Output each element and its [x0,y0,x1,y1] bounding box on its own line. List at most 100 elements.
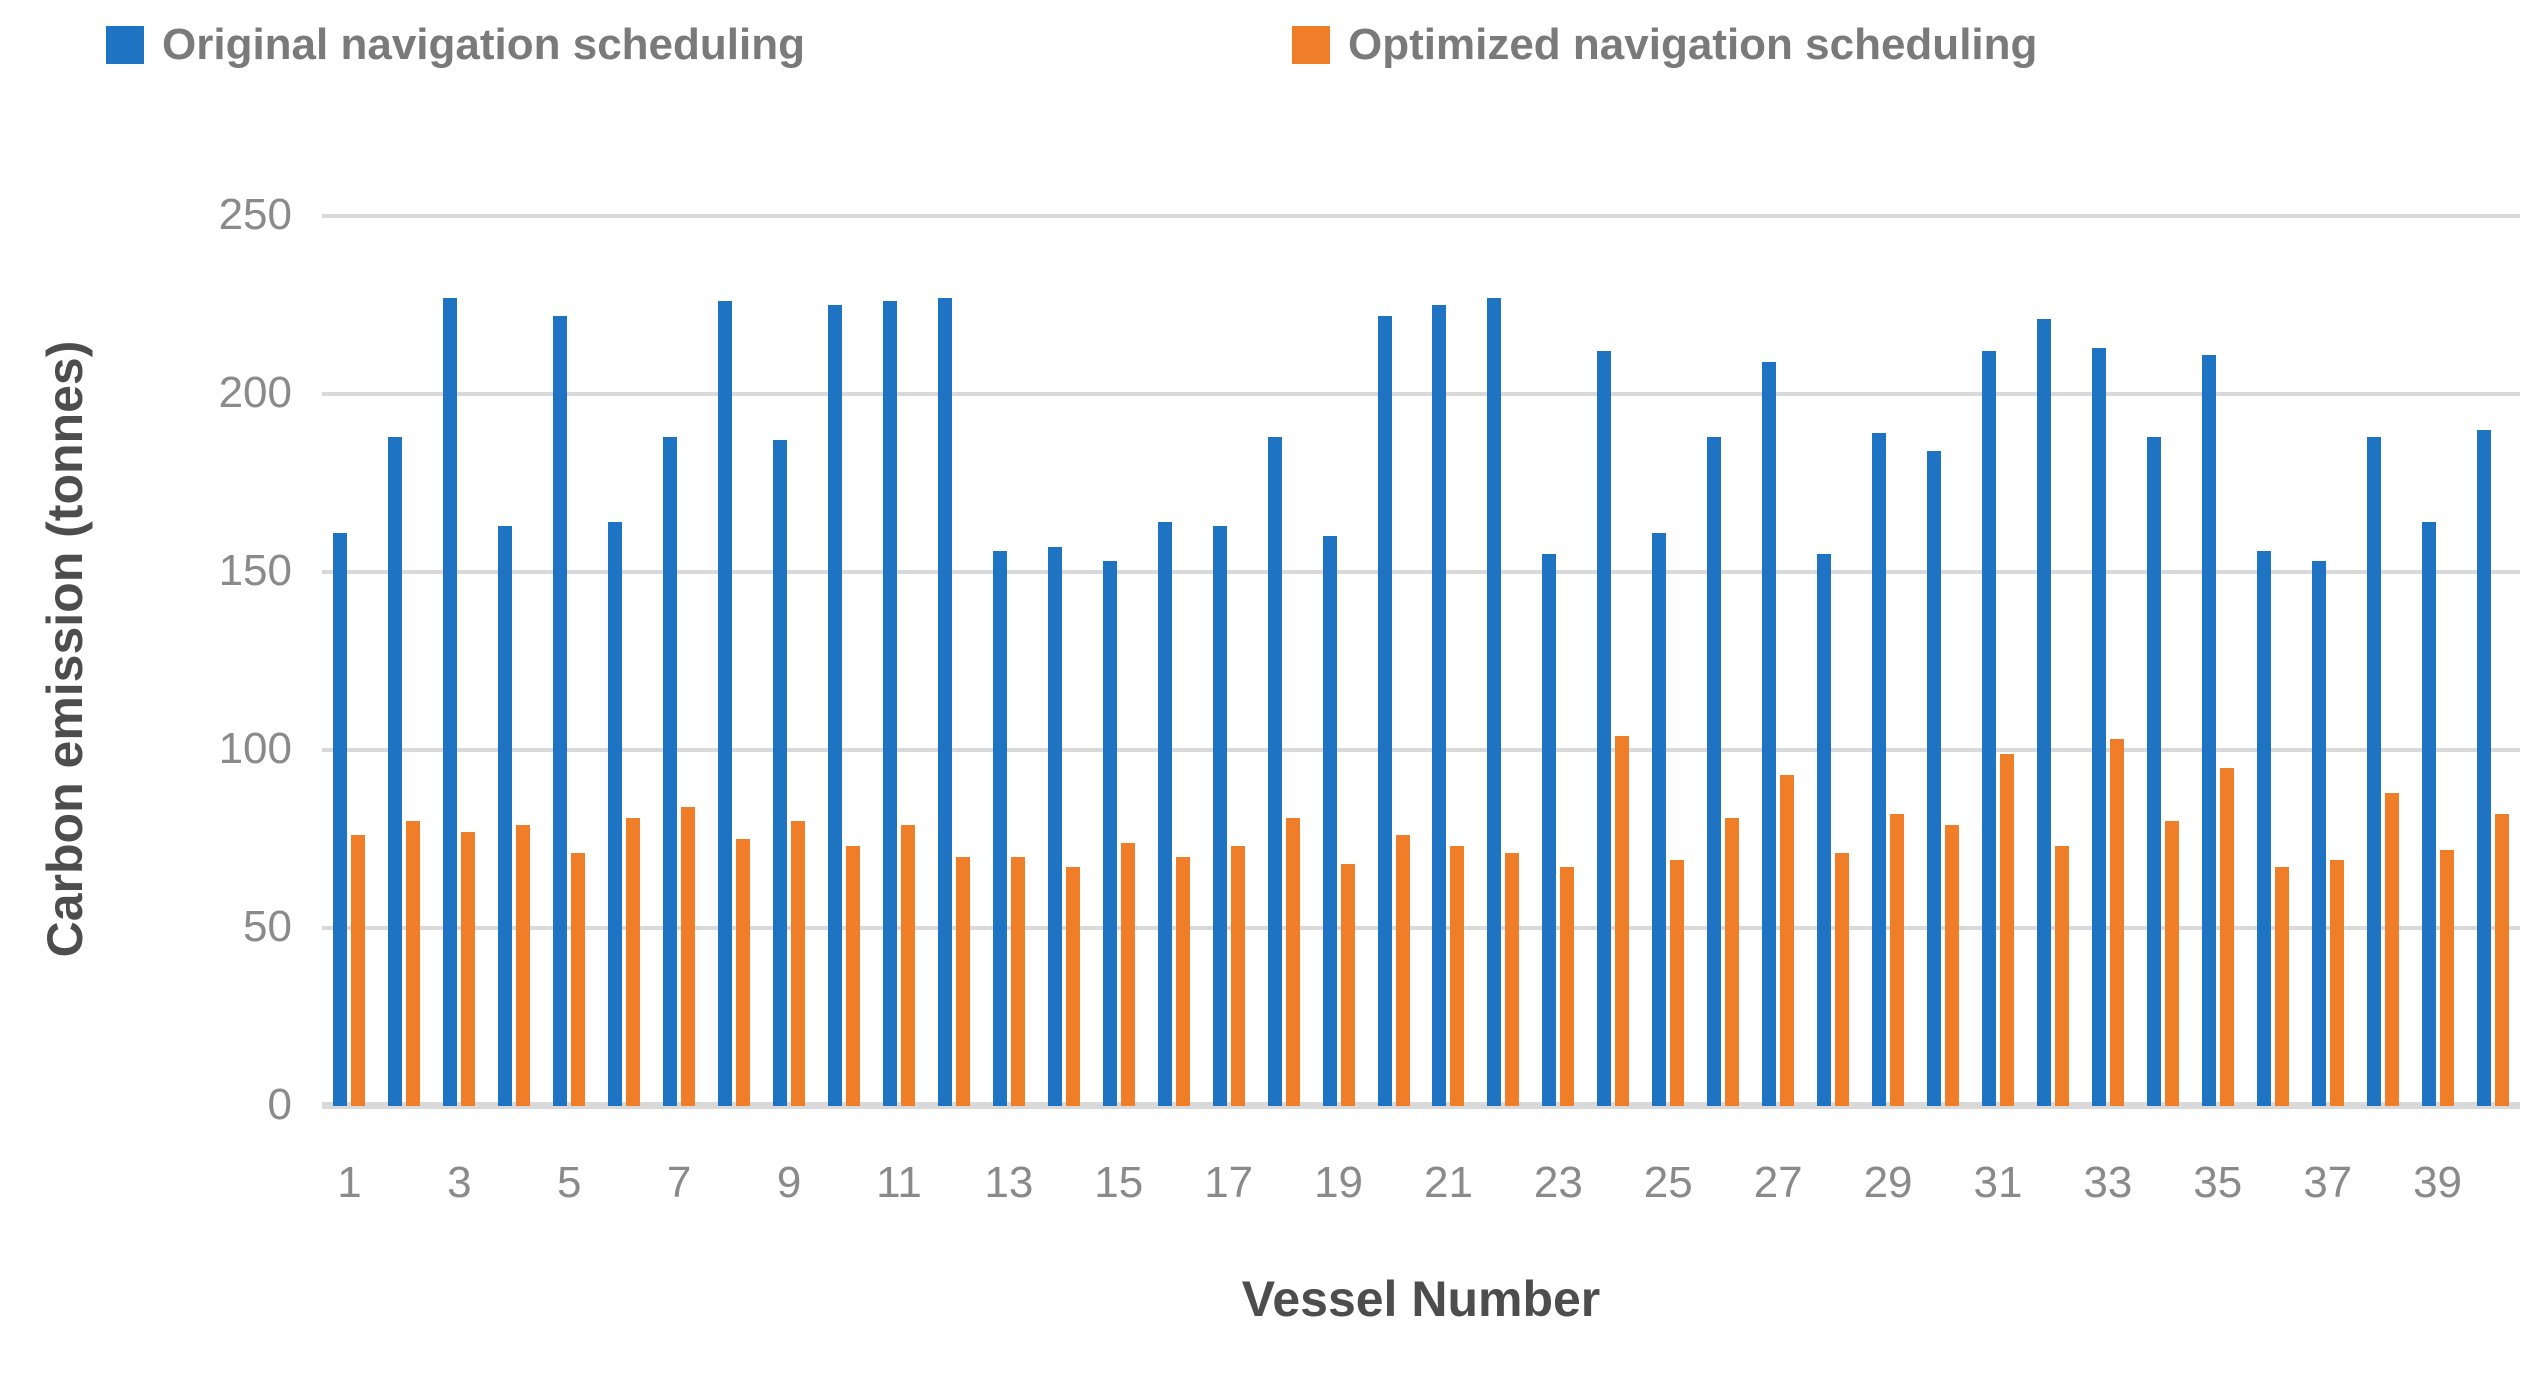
bar-original-vessel-3 [443,297,458,1106]
x-tick-label-5: 5 [557,1158,582,1207]
bar-original-vessel-14 [1047,547,1062,1106]
bar-original-vessel-12 [937,297,952,1106]
bar-original-vessel-15 [1102,561,1117,1106]
bar-optimized-vessel-22 [1505,853,1520,1106]
bar-original-vessel-11 [882,301,897,1106]
x-tick-label-25: 25 [1643,1158,1693,1207]
bar-original-vessel-8 [718,301,733,1106]
bar-original-vessel-4 [498,525,513,1106]
y-tick-label-150: 150 [218,546,292,595]
gridline-y-0 [322,1102,2520,1109]
bar-optimized-vessel-9 [791,821,806,1106]
legend-label-optimized: Optimized navigation scheduling [1348,20,2038,69]
y-tick-label-100: 100 [218,724,292,773]
bar-original-vessel-28 [1817,554,1832,1106]
x-tick-label-21: 21 [1423,1158,1473,1207]
bar-original-vessel-6 [608,522,623,1106]
bar-original-vessel-26 [1707,436,1722,1106]
bar-optimized-vessel-37 [2329,860,2344,1106]
bar-original-vessel-13 [992,550,1007,1106]
bar-optimized-vessel-36 [2274,867,2289,1106]
bar-optimized-vessel-32 [2054,846,2069,1106]
x-tick-label-19: 19 [1314,1158,1364,1207]
bar-optimized-vessel-18 [1285,817,1300,1106]
bar-optimized-vessel-12 [955,856,970,1106]
plot-area [322,214,2520,1109]
bar-original-vessel-17 [1212,525,1227,1106]
bar-optimized-vessel-5 [571,853,586,1106]
bar-optimized-vessel-31 [1999,753,2014,1106]
bar-original-vessel-21 [1432,305,1447,1106]
bar-optimized-vessel-27 [1780,774,1795,1106]
bar-optimized-vessel-1 [351,835,366,1106]
bar-original-vessel-36 [2256,550,2271,1106]
bar-original-vessel-32 [2036,319,2051,1106]
x-tick-label-1: 1 [337,1158,362,1207]
bar-optimized-vessel-8 [736,839,751,1106]
legend-item-optimized: Optimized navigation scheduling [1292,20,2037,70]
x-tick-label-27: 27 [1753,1158,1803,1207]
bar-optimized-vessel-25 [1670,860,1685,1106]
x-tick-label-31: 31 [1973,1158,2023,1207]
x-tick-label-17: 17 [1204,1158,1254,1207]
bar-original-vessel-2 [388,436,403,1106]
y-tick-label-0: 0 [267,1080,292,1129]
bar-optimized-vessel-33 [2109,739,2124,1106]
legend-swatch-original-icon [106,26,144,64]
bar-optimized-vessel-14 [1065,867,1080,1106]
bar-optimized-vessel-4 [516,824,531,1106]
bar-original-vessel-34 [2146,436,2161,1106]
y-tick-label-200: 200 [218,368,292,417]
bar-optimized-vessel-20 [1395,835,1410,1106]
bar-optimized-vessel-21 [1450,846,1465,1106]
bar-optimized-vessel-13 [1010,856,1025,1106]
x-tick-label-9: 9 [776,1158,802,1207]
bar-optimized-vessel-15 [1120,842,1135,1106]
x-tick-label-7: 7 [666,1158,692,1207]
bar-optimized-vessel-19 [1340,863,1355,1106]
x-tick-label-15: 15 [1094,1158,1144,1207]
bar-original-vessel-38 [2366,436,2381,1106]
x-tick-label-39: 39 [2413,1158,2463,1207]
bar-original-vessel-23 [1542,554,1557,1106]
bar-optimized-vessel-38 [2384,792,2399,1106]
gridline-y-250 [322,214,2520,218]
bar-optimized-vessel-10 [846,846,861,1106]
bar-optimized-vessel-6 [626,817,641,1106]
bar-original-vessel-19 [1322,536,1337,1106]
bar-original-vessel-27 [1762,361,1777,1106]
gridline-y-50 [322,926,2520,930]
bar-original-vessel-18 [1267,436,1282,1106]
y-tick-label-250: 250 [218,190,292,239]
bar-optimized-vessel-34 [2164,821,2179,1106]
bar-original-vessel-22 [1487,297,1502,1106]
bar-original-vessel-39 [2421,522,2436,1106]
bar-original-vessel-16 [1157,522,1172,1106]
bar-original-vessel-30 [1927,450,1942,1106]
bar-optimized-vessel-7 [681,806,696,1106]
bar-original-vessel-29 [1872,433,1887,1106]
bar-original-vessel-31 [1981,351,1996,1106]
bar-optimized-vessel-3 [461,831,476,1106]
bar-optimized-vessel-28 [1835,853,1850,1106]
bar-original-vessel-33 [2091,347,2106,1106]
bar-optimized-vessel-11 [900,824,915,1106]
x-tick-label-35: 35 [2193,1158,2243,1207]
bar-optimized-vessel-30 [1945,824,1960,1106]
gridline-y-100 [322,748,2520,752]
y-tick-label-50: 50 [243,902,292,951]
legend-label-original: Original navigation scheduling [162,20,805,69]
legend-item-original: Original navigation scheduling [106,20,805,70]
bar-original-vessel-10 [828,305,843,1106]
gridline-y-150 [322,570,2520,574]
bar-optimized-vessel-29 [1890,814,1905,1106]
x-tick-label-37: 37 [2303,1158,2353,1207]
x-tick-label-33: 33 [2083,1158,2133,1207]
bar-optimized-vessel-23 [1560,867,1575,1106]
x-axis-title: Vessel Number [1241,1271,1601,1327]
bar-original-vessel-25 [1652,532,1667,1106]
bar-original-vessel-24 [1597,351,1612,1106]
bar-original-vessel-40 [2476,429,2491,1106]
gridline-y-200 [322,392,2520,396]
